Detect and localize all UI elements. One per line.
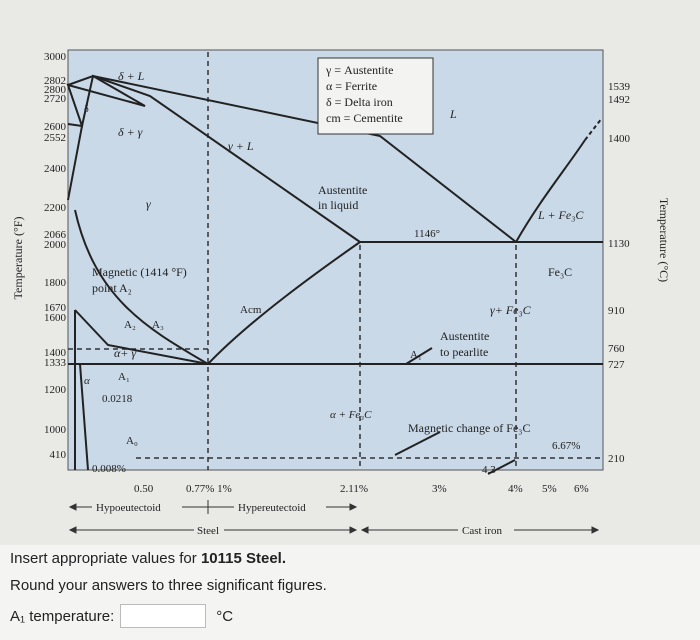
region-alpha-fe3c: α + Fe₃C: [330, 409, 372, 421]
legend-cementite: cm = Cementite: [326, 111, 403, 125]
answer-row: A₁ temperature: °C: [10, 604, 233, 628]
left-tick: 1670: [44, 302, 67, 314]
label-magnetic-change-fe3c: Magnetic change of Fe₃C: [408, 421, 530, 435]
region-delta: δ: [84, 104, 89, 115]
range-cast-iron: Cast iron: [462, 525, 503, 537]
label-austentite-to-pearlite-1: Austentite: [440, 329, 489, 343]
left-tick: 2552: [44, 132, 66, 144]
right-tick: 1492: [608, 94, 630, 106]
label-austentite-in-liquid-2: in liquid: [318, 198, 358, 212]
right-tick: 210: [608, 453, 625, 465]
legend-box: [317, 57, 434, 135]
region-delta-liquid: δ + L: [118, 69, 145, 83]
region-liquid-fe3c: L + Fe₃C: [537, 208, 584, 222]
label-a0: A₀: [126, 435, 138, 447]
left-tick: 2600: [44, 121, 67, 133]
iron-carbon-phase-diagram: γ = Austentite α = Ferrite δ = Delta iro…: [0, 0, 700, 545]
range-steel: Steel: [197, 525, 219, 537]
y-axis-left-label: Temperature (°F): [11, 217, 25, 300]
left-tick: 2000: [44, 239, 67, 251]
left-tick: 2200: [44, 202, 67, 214]
label-carbon-0008: 0.008%: [92, 463, 126, 475]
left-tick: 2720: [44, 93, 67, 105]
legend-delta-iron: δ = Delta iron: [326, 95, 393, 109]
region-gamma: γ: [146, 197, 151, 211]
steel-name: 10115 Steel.: [200, 550, 287, 567]
left-tick: 1400: [44, 347, 67, 359]
left-tick: 1200: [44, 384, 67, 396]
region-gamma-liquid: γ + L: [228, 139, 254, 153]
legend-ferrite: α = Ferrite: [326, 79, 377, 93]
left-tick: 1000: [44, 424, 67, 436]
left-tick: 410: [50, 449, 67, 461]
x-tick: 3%: [432, 483, 447, 495]
range-hypereutectoid: Hypereutectoid: [238, 502, 306, 514]
region-alpha-gamma: α+ γ: [114, 346, 136, 360]
x-tick: 0.50: [134, 483, 154, 495]
range-hypoeutectoid: Hypoeutectoid: [96, 502, 161, 514]
label-carbon-0218: 0.0218: [102, 393, 133, 405]
label-austentite-to-pearlite-2: to pearlite: [440, 345, 488, 359]
y-axis-right-label: Temperature (°C): [657, 198, 671, 282]
unit-label: °C: [216, 607, 234, 625]
left-tick: 1600: [44, 312, 67, 324]
x-tick: 4%: [508, 483, 523, 495]
label-austentite-in-liquid-1: Austentite: [318, 183, 367, 197]
x-tick: 2.11%: [340, 483, 368, 495]
left-tick: 1333: [44, 357, 67, 369]
right-tick: 727: [608, 359, 625, 371]
left-tick: 2800: [44, 84, 67, 96]
left-tick: 2802: [44, 75, 66, 87]
region-gamma-fe3c: γ+ Fe₃C: [490, 303, 532, 317]
label-carbon-43: 4.3: [482, 464, 496, 476]
left-tick: 2400: [44, 163, 67, 175]
x-tick: 5%: [542, 483, 557, 495]
label-acm: Acm: [240, 304, 262, 316]
right-tick: 1130: [608, 238, 630, 250]
region-fe3c: Fe₃C: [548, 265, 572, 279]
x-tick: 0.77% 1%: [186, 483, 232, 495]
right-tick: 760: [608, 343, 625, 355]
left-tick: 1800: [44, 277, 67, 289]
region-liquid: L: [449, 107, 457, 121]
label-carbon-667: 6.67%: [552, 440, 580, 452]
label-magnetic-point-2: point A₂: [92, 281, 132, 295]
question-prefix: Insert appropriate values for: [10, 550, 201, 567]
legend-austenite: γ = Austentite: [325, 63, 393, 77]
left-tick: 3000: [44, 51, 67, 63]
label-magnetic-point-1: Magnetic (1414 °F): [92, 265, 187, 279]
label-eutectic-temp: 1146°: [414, 228, 440, 240]
label-a2: A₂: [124, 319, 136, 331]
label-a3: A₃: [152, 319, 164, 331]
right-tick: 1400: [608, 133, 631, 145]
answer-label: A₁ temperature:: [10, 607, 115, 625]
label-a1: A₁: [118, 371, 130, 383]
question-instruction: Insert appropriate values for 10115 Stee…: [10, 550, 286, 567]
question-rounding: Round your answers to three significant …: [10, 577, 327, 594]
x-tick: 6%: [574, 483, 589, 495]
region-delta-gamma: δ + γ: [118, 125, 143, 139]
right-tick: 910: [608, 305, 625, 317]
region-alpha: α: [84, 375, 90, 387]
a1-temperature-input[interactable]: [120, 604, 207, 628]
right-tick: 1539: [608, 81, 631, 93]
label-a1-right: A₁: [410, 349, 422, 361]
left-tick: 2066: [44, 229, 67, 241]
phase-lines: [66, 74, 603, 475]
